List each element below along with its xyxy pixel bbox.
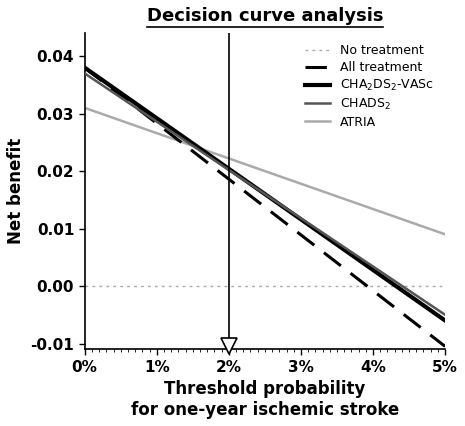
Title: Decision curve analysis: Decision curve analysis [0, 425, 1, 426]
Legend: No treatment, All treatment, CHA$_2$DS$_2$-VASc, CHADS$_2$, ATRIA: No treatment, All treatment, CHA$_2$DS$_… [300, 39, 439, 134]
Y-axis label: Net benefit: Net benefit [7, 138, 25, 245]
Text: Decision curve analysis: Decision curve analysis [0, 425, 1, 426]
Text: Decision curve analysis: Decision curve analysis [146, 7, 383, 25]
Text: Decision curve analysis: Decision curve analysis [0, 425, 1, 426]
X-axis label: Threshold probability
for one-year ischemic stroke: Threshold probability for one-year ische… [131, 380, 399, 419]
